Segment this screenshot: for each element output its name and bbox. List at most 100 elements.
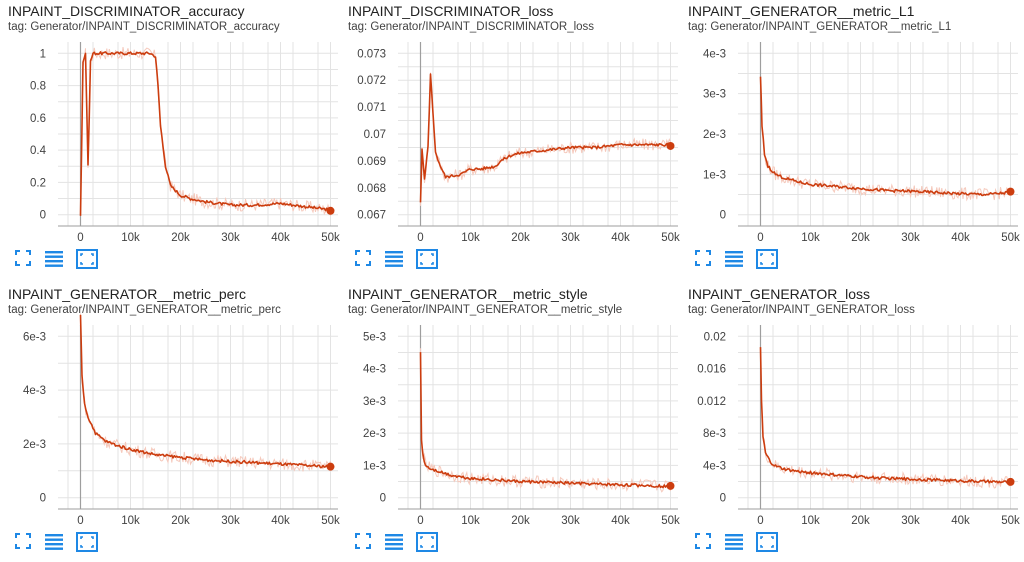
series-line bbox=[79, 314, 332, 469]
y-tick-label: 0.067 bbox=[357, 210, 386, 222]
line-chart[interactable]: 0 10k 20k 30k 40k 50k 0 4e-3 8e-3 0.012 0.016 0.02 bbox=[680, 283, 1020, 562]
chart-title: INPAINT_DISCRIMINATOR_accuracy bbox=[8, 3, 245, 19]
raw-series-line bbox=[420, 348, 671, 493]
x-tick-label: 30k bbox=[221, 232, 240, 244]
y-tick-label: 3e-3 bbox=[363, 396, 386, 408]
x-tick-label: 50k bbox=[321, 232, 340, 244]
y-tick-label: 2e-3 bbox=[363, 428, 386, 440]
y-tick-label: 0.068 bbox=[357, 183, 386, 195]
x-tick-label: 20k bbox=[851, 515, 870, 527]
x-tick-label: 50k bbox=[661, 232, 680, 244]
x-tick-label: 30k bbox=[561, 232, 580, 244]
chart-title: INPAINT_DISCRIMINATOR_loss bbox=[348, 3, 554, 19]
x-tick-label: 50k bbox=[1001, 232, 1020, 244]
y-tick-label: 1e-3 bbox=[703, 169, 726, 181]
toggle-log-scale-icon[interactable] bbox=[44, 532, 68, 552]
grid-lines bbox=[398, 42, 678, 226]
y-tick-label: 0.02 bbox=[704, 331, 726, 343]
grid-lines bbox=[738, 42, 1018, 226]
fit-domain-icon[interactable] bbox=[76, 532, 100, 552]
chart-card: INPAINT_GENERATOR__metric_L1 tag: Genera… bbox=[680, 0, 1020, 279]
fit-domain-icon[interactable] bbox=[416, 532, 440, 552]
x-tick-label: 50k bbox=[1001, 515, 1020, 527]
line-chart[interactable]: 0 10k 20k 30k 40k 50k 0 1e-3 2e-3 3e-3 4e-3 bbox=[680, 0, 1020, 279]
fit-domain-icon[interactable] bbox=[76, 249, 100, 269]
x-tick-label: 40k bbox=[271, 232, 290, 244]
line-chart[interactable]: 0 10k 20k 30k 40k 50k 0.067 0.068 0.069 0.07 0.071… bbox=[340, 0, 680, 279]
y-tick-label: 0 bbox=[720, 493, 726, 505]
fit-to-data-icon[interactable] bbox=[354, 532, 378, 552]
last-point-marker bbox=[326, 206, 335, 215]
fit-to-data-icon[interactable] bbox=[694, 249, 718, 269]
x-tick-label: 10k bbox=[121, 515, 140, 527]
x-tick-label: 40k bbox=[951, 232, 970, 244]
fit-to-data-icon[interactable] bbox=[14, 249, 38, 269]
y-tick-label: 0 bbox=[40, 210, 46, 222]
raw-series-line bbox=[80, 313, 331, 472]
x-tick-label: 20k bbox=[511, 232, 530, 244]
toggle-log-scale-icon[interactable] bbox=[384, 249, 408, 269]
x-tick-label: 10k bbox=[801, 232, 820, 244]
fit-domain-icon[interactable] bbox=[756, 249, 780, 269]
last-point-marker bbox=[1006, 477, 1015, 486]
fit-to-data-icon[interactable] bbox=[354, 249, 378, 269]
y-tick-label: 4e-3 bbox=[703, 460, 726, 472]
line-chart[interactable]: 0 10k 20k 30k 40k 50k 0 0.2 0.4 0.6 0.8 1 bbox=[0, 0, 340, 279]
toggle-log-scale-icon[interactable] bbox=[724, 532, 748, 552]
fit-domain-icon[interactable] bbox=[756, 532, 780, 552]
chart-card: INPAINT_GENERATOR__metric_style tag: Gen… bbox=[340, 283, 680, 562]
y-tick-label: 6e-3 bbox=[23, 331, 46, 343]
y-tick-label: 5e-3 bbox=[363, 331, 386, 343]
line-chart[interactable]: 0 10k 20k 30k 40k 50k 0 1e-3 2e-3 3e-3 4e-3 5e-3 bbox=[340, 283, 680, 562]
toggle-log-scale-icon[interactable] bbox=[384, 532, 408, 552]
toggle-log-scale-icon[interactable] bbox=[724, 249, 748, 269]
x-tick-label: 0 bbox=[417, 515, 423, 527]
y-tick-label: 4e-3 bbox=[363, 364, 386, 376]
x-tick-label: 30k bbox=[901, 232, 920, 244]
x-tick-label: 10k bbox=[461, 232, 480, 244]
x-tick-label: 30k bbox=[221, 515, 240, 527]
fit-domain-icon[interactable] bbox=[416, 249, 440, 269]
y-tick-label: 2e-3 bbox=[23, 439, 46, 451]
chart-card: INPAINT_DISCRIMINATOR_loss tag: Generato… bbox=[340, 0, 680, 279]
x-tick-label: 30k bbox=[901, 515, 920, 527]
y-tick-label: 0.071 bbox=[357, 102, 386, 114]
x-tick-label: 0 bbox=[757, 515, 763, 527]
chart-title: INPAINT_GENERATOR__metric_L1 bbox=[688, 3, 915, 19]
series-line bbox=[79, 51, 332, 216]
fit-to-data-icon[interactable] bbox=[694, 532, 718, 552]
toggle-log-scale-icon[interactable] bbox=[44, 249, 68, 269]
chart-card: INPAINT_GENERATOR_loss tag: Generator/IN… bbox=[680, 283, 1020, 562]
chart-title: INPAINT_GENERATOR_loss bbox=[688, 286, 871, 302]
x-tick-label: 0 bbox=[77, 232, 83, 244]
x-tick-label: 10k bbox=[461, 515, 480, 527]
x-tick-label: 0 bbox=[757, 232, 763, 244]
y-tick-label: 1e-3 bbox=[363, 460, 386, 472]
y-tick-label: 0.016 bbox=[697, 364, 726, 376]
x-tick-label: 0 bbox=[417, 232, 423, 244]
y-tick-label: 4e-3 bbox=[23, 385, 46, 397]
x-tick-label: 20k bbox=[511, 515, 530, 527]
chart-tag: tag: Generator/INPAINT_DISCRIMINATOR_acc… bbox=[8, 21, 280, 33]
x-tick-label: 40k bbox=[611, 232, 630, 244]
line-chart[interactable]: 0 10k 20k 30k 40k 50k 0 2e-3 4e-3 6e-3 bbox=[0, 283, 340, 562]
series-line bbox=[759, 76, 1012, 197]
x-tick-label: 10k bbox=[121, 232, 140, 244]
y-tick-label: 0 bbox=[720, 210, 726, 222]
last-point-marker bbox=[1006, 187, 1015, 196]
raw-series-line bbox=[80, 47, 331, 216]
y-tick-label: 0.012 bbox=[697, 396, 726, 408]
chart-tag: tag: Generator/INPAINT_GENERATOR__metric… bbox=[348, 304, 623, 316]
y-tick-label: 0.073 bbox=[357, 48, 386, 60]
raw-series-line bbox=[760, 353, 1011, 489]
grid-lines bbox=[58, 42, 338, 226]
x-tick-label: 50k bbox=[661, 515, 680, 527]
x-tick-label: 40k bbox=[611, 515, 630, 527]
y-tick-label: 0 bbox=[40, 493, 46, 505]
x-tick-label: 0 bbox=[77, 515, 83, 527]
chart-tag: tag: Generator/INPAINT_DISCRIMINATOR_los… bbox=[348, 21, 595, 33]
grid-lines bbox=[398, 325, 678, 509]
x-tick-label: 20k bbox=[171, 232, 190, 244]
fit-to-data-icon[interactable] bbox=[14, 532, 38, 552]
chart-card: INPAINT_DISCRIMINATOR_accuracy tag: Gene… bbox=[0, 0, 340, 279]
